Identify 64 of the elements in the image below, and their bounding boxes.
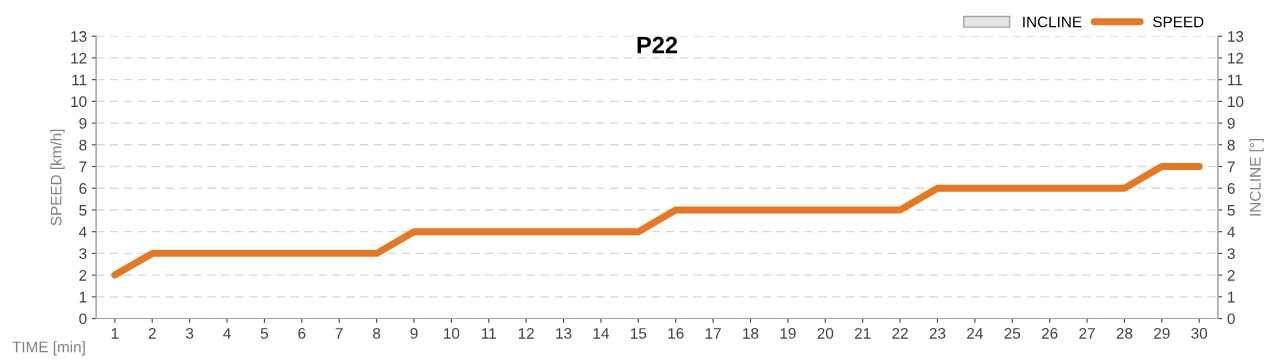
y-tick-label: 9 <box>79 117 87 129</box>
x-tick-label: 3 <box>185 327 194 339</box>
x-tick-label: 11 <box>481 328 496 339</box>
x-tick-label: 20 <box>817 327 834 339</box>
y-tick-label: 10 <box>71 96 87 108</box>
y2-tick-label: 7 <box>1227 161 1235 173</box>
y2-tick-label: 1 <box>1228 291 1235 303</box>
x-tick-label: 13 <box>556 327 572 339</box>
y-tick-label: 4 <box>78 226 87 238</box>
x-tick-label: 26 <box>1041 327 1058 339</box>
x-tick-label: 5 <box>260 328 269 339</box>
x-tick-label: 7 <box>335 328 343 339</box>
x-tick-label: 28 <box>1116 327 1133 339</box>
y2-tick-label: 9 <box>1227 117 1235 129</box>
x-tick-label: 12 <box>518 327 534 339</box>
x-tick-label: 27 <box>1079 327 1095 339</box>
y2-tick-label: 3 <box>1227 248 1235 260</box>
x-tick-label: 4 <box>223 328 231 339</box>
y2-tick-label: 8 <box>1227 139 1235 151</box>
x-tick-label: 16 <box>668 327 684 339</box>
legend-label: INCLINE <box>1023 16 1082 28</box>
y-tick-label: 3 <box>79 248 87 260</box>
x-tick-label: 9 <box>410 327 418 339</box>
y-tick-label: 11 <box>72 74 87 86</box>
x-tick-label: 23 <box>929 327 946 339</box>
y-tick-label: 8 <box>79 139 87 151</box>
y2-tick-label: 12 <box>1228 52 1244 64</box>
y-tick-label: 5 <box>79 204 87 216</box>
x-tick-label: 14 <box>593 328 609 339</box>
x-tick-label: 8 <box>373 327 381 339</box>
x-tick-label: 15 <box>631 328 647 339</box>
x-tick-label: 30 <box>1191 327 1208 339</box>
x-tick-label: 1 <box>111 328 119 339</box>
x-tick-label: 24 <box>967 327 983 339</box>
x-tick-label: 21 <box>854 327 871 339</box>
y-tick-label: 1 <box>79 291 87 303</box>
y2-tick-label: 2 <box>1227 269 1235 281</box>
x-tick-label: 2 <box>148 327 156 339</box>
chart-title: P22 <box>637 36 678 54</box>
y2-tick-label: 13 <box>1228 31 1244 42</box>
y-tick-label: 7 <box>79 161 87 173</box>
y2-tick-label: 0 <box>1227 313 1235 325</box>
y2-tick-label: 5 <box>1227 204 1235 216</box>
legend-label: SPEED <box>1153 16 1204 28</box>
y-axis-title: SPEED [km/h] <box>50 129 65 226</box>
y2-tick-label: 6 <box>1227 183 1235 194</box>
x-tick-label: 10 <box>444 327 460 339</box>
x-tick-label: 6 <box>298 327 306 339</box>
y2-axis-title: INCLINE [°] <box>1249 138 1264 216</box>
x-tick-label: 18 <box>743 327 759 339</box>
x-tick-label: 22 <box>892 327 908 339</box>
y-tick-label: 6 <box>79 183 87 194</box>
y-tick-label: 2 <box>79 269 87 281</box>
x-tick-label: 19 <box>780 327 796 339</box>
y2-tick-label: 4 <box>1227 226 1235 238</box>
x-tick-label: 25 <box>1004 327 1021 339</box>
y-tick-label: 12 <box>71 52 87 64</box>
y2-tick-label: 11 <box>1228 74 1243 86</box>
x-tick-label: 29 <box>1154 327 1170 339</box>
y-tick-label: 0 <box>79 313 87 325</box>
x-axis-title: TIME [min] <box>12 341 85 356</box>
x-tick-label: 17 <box>705 328 721 339</box>
y2-tick-label: 10 <box>1228 96 1244 108</box>
y-tick-label: 13 <box>71 31 87 42</box>
